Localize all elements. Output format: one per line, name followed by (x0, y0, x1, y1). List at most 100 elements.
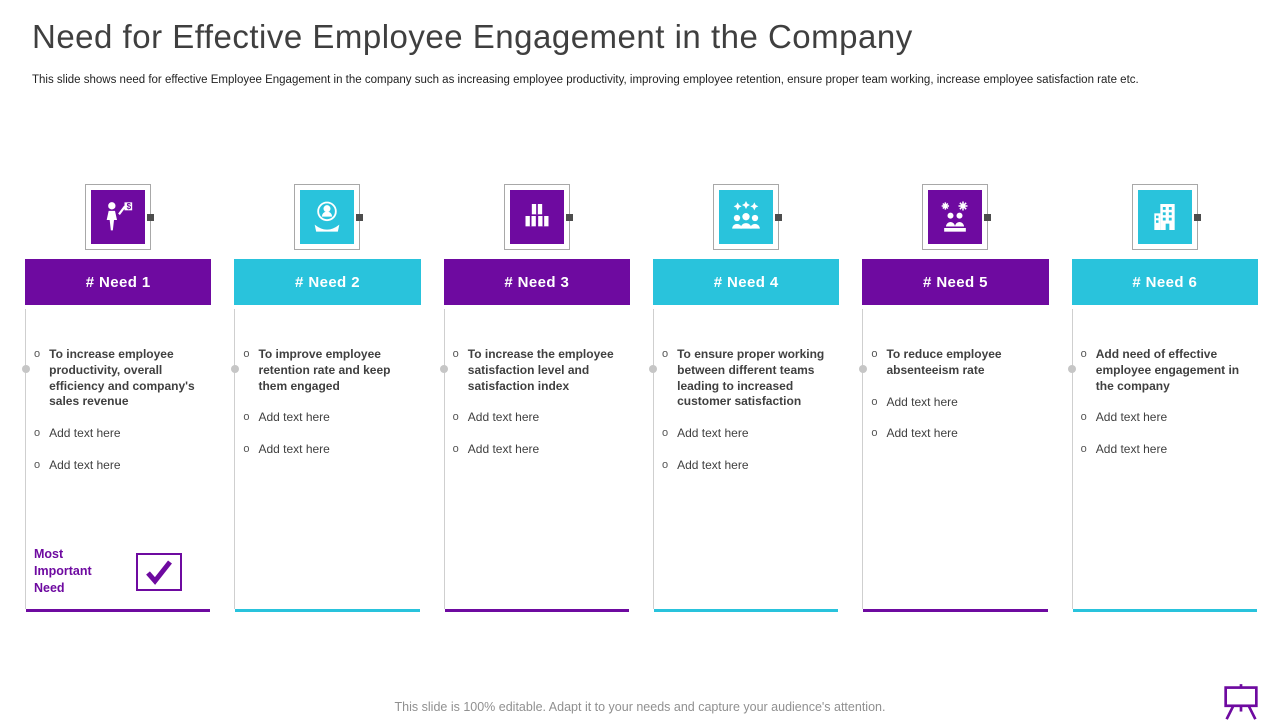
bullet-text: To increase employee productivity, overa… (49, 347, 195, 409)
checkmark-box (136, 552, 182, 591)
icon-frame (713, 184, 783, 250)
bullet-marker: o (661, 459, 669, 472)
bullet-text: Add text here (1095, 410, 1168, 425)
bullet-marker: o (34, 427, 41, 440)
bullet-text: Add text here (886, 426, 958, 441)
bullet-marker: o (34, 459, 41, 472)
need-header: # Need 1 (25, 259, 212, 305)
bullet-item: o Add text here (662, 458, 833, 474)
whiteboard-icon (1218, 678, 1264, 720)
need-content: o To ensure proper working between diffe… (649, 309, 839, 609)
column-accent-line (863, 609, 1048, 612)
most-important-badge: Most Important Need (34, 546, 182, 597)
bullet-text: To reduce employee absenteeism rate (886, 347, 1002, 377)
bullet-item: o To reduce employee absenteeism rate (871, 347, 1042, 379)
bullet-item: o Add text here (453, 442, 624, 458)
column-accent-line (235, 609, 420, 612)
bullet-marker: o (1080, 348, 1087, 360)
bullet-text: Add text here (886, 394, 958, 409)
need-content: o To increase employee productivity, ove… (21, 309, 211, 609)
column-accent-line (653, 609, 839, 612)
need-header: # Need 6 (1071, 259, 1258, 305)
bullet-item: o To increase the employee satisfaction … (453, 347, 624, 394)
bullet-text: To improve employee retention rate and k… (258, 347, 391, 393)
bullet-item: o To ensure proper working between diffe… (662, 347, 833, 410)
need-content: o Add need of effective employee engagem… (1068, 309, 1258, 609)
bullet-item: o Add text here (871, 395, 1042, 411)
bullet-marker: o (243, 443, 250, 456)
bullet-text: Add text here (467, 410, 540, 425)
bullet-marker: o (243, 411, 250, 424)
timeline-dot (440, 365, 449, 373)
timeline-dot (1068, 365, 1077, 373)
icon-frame (922, 184, 992, 250)
icon-frame (503, 184, 573, 250)
bullet-item: o Add text here (243, 442, 414, 458)
bullet-marker: o (871, 348, 878, 360)
icon-frame-nub (984, 213, 992, 221)
need-content: o To reduce employee absenteeism rate o … (858, 309, 1048, 609)
bullet-item: o Add text here (34, 458, 205, 474)
badge-label: Most Important Need (34, 547, 92, 596)
icon-frame-nub (1193, 213, 1201, 221)
bullet-list: o To improve employee retention rate and… (243, 347, 414, 458)
need-column-4: # Need 4 o To ensure proper working betw… (649, 184, 840, 612)
bullet-item: o Add text here (871, 426, 1042, 442)
icon-frame (1131, 184, 1201, 250)
icon-frame-nub (147, 213, 155, 221)
bullet-marker: o (452, 348, 459, 360)
bullet-text: Add text here (258, 410, 330, 425)
employee-care-icon (300, 190, 355, 244)
need-content: o To improve employee retention rate and… (230, 309, 420, 609)
timeline-dot (649, 365, 658, 373)
bullet-item: o Add need of effective employee engagem… (1081, 347, 1252, 394)
bullet-marker: o (1080, 443, 1087, 456)
bullet-list: o To ensure proper working between diffe… (662, 347, 833, 474)
bullet-marker: o (452, 411, 459, 424)
bullet-item: o To increase employee productivity, ove… (34, 347, 205, 410)
timeline-dot (21, 365, 30, 373)
need-column-2: # Need 2 o To improve employee retention… (230, 184, 421, 612)
bullet-marker: o (871, 395, 878, 408)
company-building-icon (1137, 190, 1192, 244)
icon-frame-nub (775, 213, 783, 221)
bullet-item: o To improve employee retention rate and… (243, 347, 414, 394)
timeline-dot (858, 365, 867, 373)
icon-frame: $ (85, 184, 155, 250)
bullet-item: o Add text here (1081, 442, 1252, 458)
bullet-text: To ensure proper working between differe… (677, 347, 825, 409)
page-title: Need for Effective Employee Engagement i… (32, 18, 913, 55)
bullet-text: Add text here (467, 442, 540, 457)
need-content: o To increase the employee satisfaction … (440, 309, 630, 609)
needs-columns: $ # Need 1 o To increase employee produc… (21, 184, 1258, 612)
bullet-text: Add text here (677, 426, 749, 441)
column-accent-line (26, 609, 211, 612)
bullet-list: o To reduce employee absenteeism rate o … (871, 347, 1042, 442)
slide-subtitle: This slide shows need for effective Empl… (32, 74, 1139, 86)
bullet-item: o Add text here (453, 410, 624, 426)
team-rating-icon (719, 190, 774, 244)
need-column-6: # Need 6 o Add need of effective employe… (1068, 184, 1258, 612)
bullet-marker: o (243, 348, 250, 360)
bullet-text: Add text here (258, 442, 330, 457)
bullet-text: Add need of effective employee engagemen… (1095, 347, 1240, 393)
need-column-5: # Need 5 o To reduce employee absenteeis… (858, 184, 1049, 612)
icon-frame (294, 184, 364, 250)
bullet-text: Add text here (49, 426, 121, 441)
need-header: # Need 4 (652, 259, 840, 305)
column-accent-line (444, 609, 629, 612)
footer-note: This slide is 100% editable. Adapt it to… (394, 700, 886, 714)
need-header: # Need 5 (862, 259, 1049, 305)
packages-icon (509, 190, 564, 244)
bullet-marker: o (661, 348, 669, 360)
bullet-marker: o (871, 427, 878, 440)
need-column-1: $ # Need 1 o To increase employee produc… (21, 184, 212, 612)
bullet-marker: o (34, 348, 41, 360)
bullet-item: o Add text here (243, 410, 414, 426)
salesman-growth-icon: $ (91, 190, 146, 244)
bullet-text: Add text here (49, 458, 121, 473)
need-header: # Need 3 (443, 259, 630, 305)
bullet-marker: o (452, 443, 459, 456)
timeline-dot (230, 365, 239, 373)
